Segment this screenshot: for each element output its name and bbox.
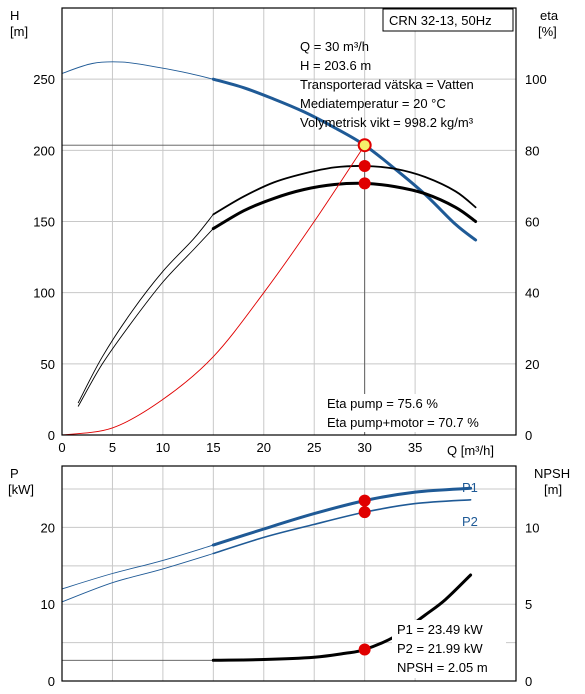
- bottom-right-axis-unit: [m]: [544, 482, 562, 497]
- y-tick-label-right: 60: [525, 215, 539, 230]
- y-tick-label-left: 20: [41, 520, 55, 535]
- y-tick-label-left: 150: [33, 215, 55, 230]
- x-tick-label: 5: [109, 440, 116, 455]
- x-tick-label: 35: [408, 440, 422, 455]
- y-tick-label-right: 40: [525, 286, 539, 301]
- y-tick-label-right: 5: [525, 597, 532, 612]
- x-tick-label: 25: [307, 440, 321, 455]
- power-info-bg: [392, 620, 506, 678]
- p2-info: P2 = 21.99 kW: [397, 641, 483, 656]
- operating-info: Q = 30 m³/h H = 203.6 m Transporterad vä…: [300, 39, 474, 130]
- P2-curve-thin: [61, 553, 214, 603]
- duty-point: [358, 506, 371, 519]
- info-line: Transporterad vätska = Vatten: [300, 77, 474, 92]
- bottom-left-tick-labels: 0 10 20: [41, 520, 55, 689]
- y-tick-label-right: 100: [525, 72, 547, 87]
- top-frame: [61, 7, 517, 436]
- y-tick-label-right: 10: [525, 520, 539, 535]
- duty-point: [358, 643, 371, 656]
- top-right-tick-labels: 0 20 40 60 80 100: [525, 72, 547, 443]
- y-tick-label-left: 200: [33, 143, 55, 158]
- x-tick-label: 30: [357, 440, 371, 455]
- eta_pump-curve: [212, 165, 477, 216]
- top-left-axis-unit: [m]: [10, 24, 28, 39]
- title-box: [382, 8, 514, 32]
- top-points: [357, 138, 372, 190]
- p1-info: P1 = 23.49 kW: [397, 622, 483, 637]
- bottom-points: [358, 494, 371, 656]
- eta_pump_motor-curve-thin: [77, 228, 214, 407]
- x-tick-label: 20: [257, 440, 271, 455]
- y-tick-label-right: 20: [525, 357, 539, 372]
- bottom-right-tick-labels: 0 5 10: [525, 520, 539, 689]
- info-line: Mediatemperatur = 20 °C: [300, 96, 446, 111]
- eta-pump-text: Eta pump = 75.6 %: [327, 396, 438, 411]
- x-tick-label: 10: [156, 440, 170, 455]
- bottom-curves: [61, 486, 473, 662]
- bottom-frame: [61, 465, 517, 682]
- top-curves: [61, 61, 478, 436]
- y-tick-label-right: 0: [525, 674, 532, 689]
- efficiency-point: [358, 177, 371, 190]
- system-curve: [61, 144, 366, 436]
- top-grid: [61, 8, 516, 436]
- y-tick-label-left: 250: [33, 72, 55, 87]
- bottom-right-axis-label: NPSH: [534, 466, 570, 481]
- H-curve: [211, 77, 478, 242]
- bottom-left-axis-unit: [kW]: [8, 482, 34, 497]
- top-right-axis-unit: [%]: [538, 24, 557, 39]
- eta_pump_motor-curve: [211, 181, 478, 231]
- legend-p1: P1: [462, 480, 478, 495]
- duty-point: [358, 494, 371, 507]
- eta_pump-curve-thin: [77, 214, 214, 404]
- P1-curve: [211, 486, 473, 547]
- info-line: Volymetrisk vikt = 998.2 kg/m³: [300, 115, 474, 130]
- y-tick-label-left: 0: [48, 428, 55, 443]
- chart-title: CRN 32-13, 50Hz: [389, 13, 492, 28]
- y-tick-label-left: 0: [48, 674, 55, 689]
- power-npsh-chart: 0 10 20 0 5 10 P [kW] NPSH [m] P1 P2 P1 = 23…: [8, 465, 570, 689]
- H-curve-thin: [61, 61, 214, 80]
- x-axis-label: Q [m³/h]: [447, 443, 494, 458]
- eta-text-bg: [322, 394, 506, 432]
- P2-curve: [212, 499, 472, 555]
- y-tick-label-right: 0: [525, 428, 532, 443]
- npsh-info: NPSH = 2.05 m: [397, 660, 488, 675]
- operating-point: [357, 138, 372, 153]
- head-efficiency-chart: 0 5 10 15 20 25 30 35 0 50 100 150 200 250 0 20 40 60 80…: [10, 7, 559, 458]
- y-tick-label-left: 100: [33, 286, 55, 301]
- P1-curve-thin: [61, 544, 214, 590]
- legend-p2: P2: [462, 514, 478, 529]
- top-right-axis-label: eta: [540, 8, 559, 23]
- info-line: Q = 30 m³/h: [300, 39, 369, 54]
- x-tick-label: 0: [58, 440, 65, 455]
- top-left-tick-labels: 0 50 100 150 200 250: [33, 72, 55, 443]
- bottom-left-axis-label: P: [10, 466, 19, 481]
- top-left-axis-label: H: [10, 8, 19, 23]
- x-tick-label: 15: [206, 440, 220, 455]
- y-tick-label-left: 50: [41, 357, 55, 372]
- y-tick-label-left: 10: [41, 597, 55, 612]
- y-tick-label-right: 80: [525, 143, 539, 158]
- top-x-tick-labels: 0 5 10 15 20 25 30 35: [58, 440, 422, 455]
- eta-pump-motor-text: Eta pump+motor = 70.7 %: [327, 415, 479, 430]
- info-line: H = 203.6 m: [300, 58, 371, 73]
- efficiency-point: [358, 159, 371, 172]
